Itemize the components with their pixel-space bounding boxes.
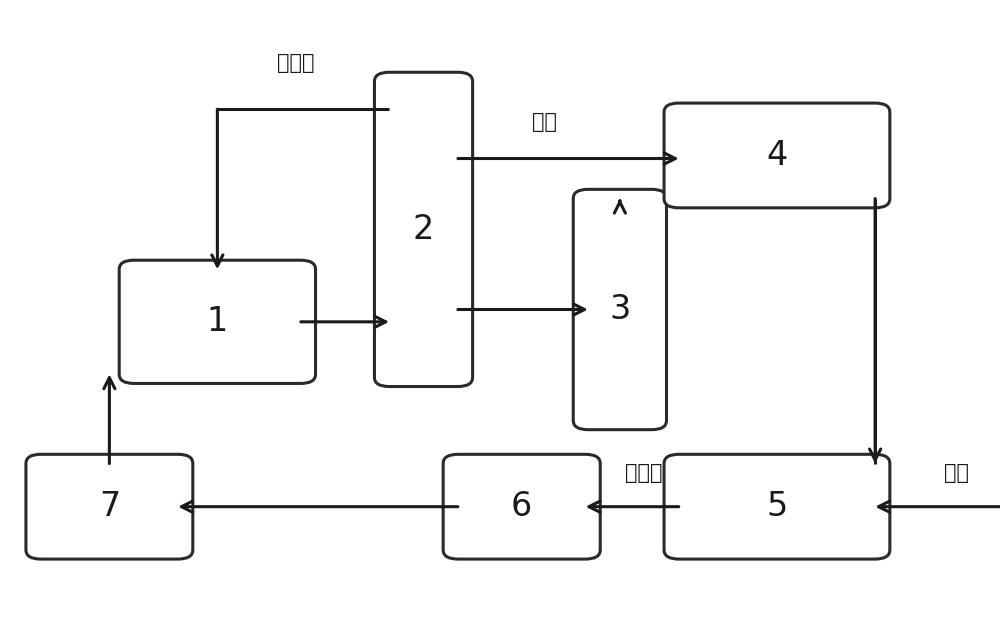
Text: 2: 2 <box>413 213 434 246</box>
Text: 氨气: 氨气 <box>532 111 557 132</box>
Text: 1: 1 <box>207 305 228 339</box>
Text: 乙炔氨: 乙炔氨 <box>277 53 315 73</box>
Text: 7: 7 <box>99 490 120 523</box>
FancyBboxPatch shape <box>26 454 193 559</box>
FancyBboxPatch shape <box>664 454 890 559</box>
FancyBboxPatch shape <box>573 189 667 430</box>
Text: 4: 4 <box>766 139 788 172</box>
Text: 3: 3 <box>609 293 630 326</box>
Text: 5: 5 <box>766 490 788 523</box>
FancyBboxPatch shape <box>664 103 890 208</box>
FancyBboxPatch shape <box>374 72 473 386</box>
Text: 乙炔氨: 乙炔氨 <box>625 463 662 483</box>
Text: 6: 6 <box>511 490 532 523</box>
Text: 乙炔: 乙炔 <box>944 463 969 483</box>
FancyBboxPatch shape <box>119 260 316 383</box>
FancyBboxPatch shape <box>443 454 600 559</box>
